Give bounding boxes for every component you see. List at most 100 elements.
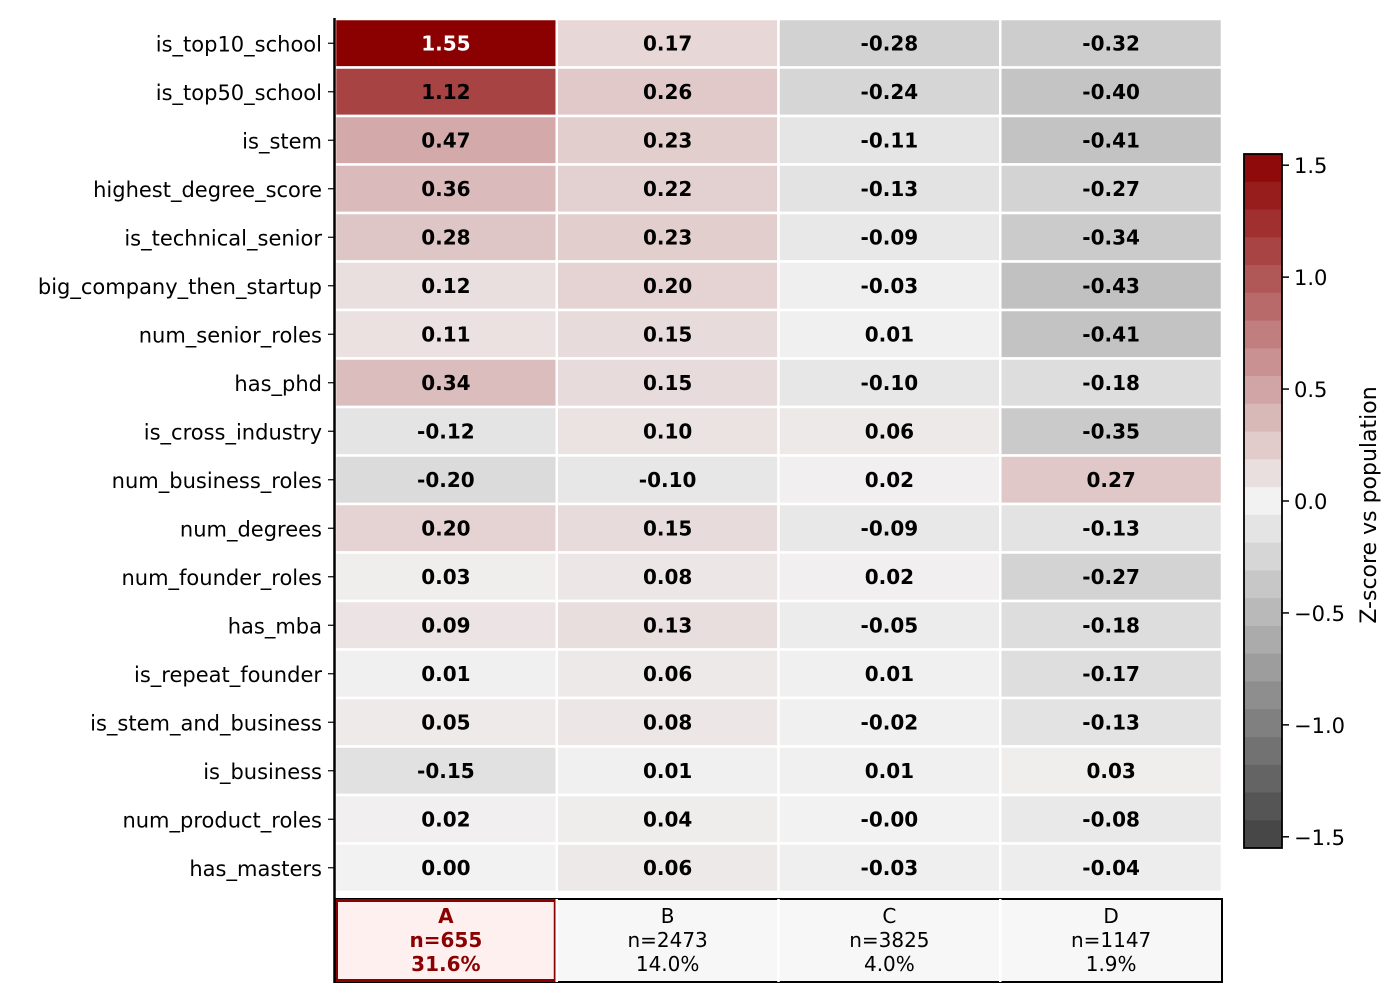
row-label: num_product_roles xyxy=(122,808,322,833)
row-label: has_mba xyxy=(228,614,322,639)
heatmap-cells: 1.55 0.17 -0.28 -0.32 1.12 0.26 -0.24 -0.40 0.47… xyxy=(333,17,1224,894)
row-label: is_top10_school xyxy=(156,32,322,57)
row-label: is_stem_and_business xyxy=(90,711,322,736)
cluster-share-label: 1.9% xyxy=(1086,952,1137,976)
row-label: num_founder_roles xyxy=(121,566,322,591)
cell-value-label: 0.00 xyxy=(421,856,470,880)
heatmap-cell xyxy=(999,745,1224,797)
heatmap-cell xyxy=(999,260,1224,312)
cell-value-label: 0.01 xyxy=(421,662,470,686)
heatmap-cell xyxy=(999,648,1224,700)
cell-value-label: -0.17 xyxy=(1082,662,1140,686)
row-label: num_senior_roles xyxy=(139,323,322,348)
cell-value-label: -0.34 xyxy=(1082,225,1140,249)
cell-value-label: -0.32 xyxy=(1082,31,1140,55)
cell-value-label: 0.01 xyxy=(865,662,914,686)
heatmap-cell xyxy=(999,842,1224,894)
cell-value-label: -0.03 xyxy=(861,274,919,298)
cell-value-label: -0.15 xyxy=(417,759,475,783)
colorbar-tick-label: −0.5 xyxy=(1294,602,1345,626)
cell-value-label: 0.06 xyxy=(865,419,914,443)
heatmap-cell xyxy=(999,17,1224,69)
cell-value-label: 0.20 xyxy=(643,274,692,298)
cell-value-label: 0.26 xyxy=(643,80,692,104)
colorbar-segment xyxy=(1244,514,1282,544)
heatmap-cell xyxy=(999,405,1224,457)
colorbar-segment xyxy=(1244,625,1282,655)
heatmap-cell xyxy=(999,114,1224,166)
cell-value-label: 0.17 xyxy=(643,31,692,55)
cell-value-label: 0.36 xyxy=(421,177,470,201)
cell-value-label: 0.20 xyxy=(421,516,470,540)
colorbar-tick-label: 1.5 xyxy=(1294,154,1327,178)
colorbar-segment xyxy=(1244,265,1282,294)
cell-value-label: 0.23 xyxy=(643,225,692,249)
heatmap-cell xyxy=(777,357,1002,409)
colorbar-tick-label: −1.0 xyxy=(1294,714,1345,738)
colorbar-segment xyxy=(1244,681,1282,710)
heatmap-cell xyxy=(555,793,780,845)
cluster-name-label: D xyxy=(1103,904,1118,928)
cluster-name-label: C xyxy=(882,904,896,928)
cell-value-label: 0.01 xyxy=(865,322,914,346)
colorbar-segment xyxy=(1244,736,1282,766)
cell-value-label: -0.11 xyxy=(861,128,919,152)
cluster-size-label: n=3825 xyxy=(849,928,929,952)
cell-value-label: 0.15 xyxy=(643,516,692,540)
heatmap-cell xyxy=(333,357,558,409)
colorbar-label: Z-score vs population xyxy=(1357,386,1382,623)
heatmap-cell xyxy=(555,260,780,312)
row-label: is_stem xyxy=(242,129,322,154)
heatmap-cell xyxy=(777,599,1002,651)
cell-value-label: 0.12 xyxy=(421,274,470,298)
cell-value-label: 0.23 xyxy=(643,128,692,152)
cell-value-label: 0.01 xyxy=(865,759,914,783)
heatmap-cell xyxy=(999,599,1224,651)
heatmap-cell xyxy=(333,599,558,651)
colorbar-segment xyxy=(1244,209,1282,238)
cluster-size-label: n=655 xyxy=(410,928,483,952)
row-label: big_company_then_startup xyxy=(38,275,322,300)
row-label: is_technical_senior xyxy=(124,226,322,251)
row-labels: is_top10_school is_top50_school is_stemhig… xyxy=(38,32,334,882)
cell-value-label: 0.08 xyxy=(643,565,692,589)
cluster-share-label: 14.0% xyxy=(636,952,700,976)
row-label: num_degrees xyxy=(180,517,322,542)
cell-value-label: -0.02 xyxy=(861,710,919,734)
row-label: num_business_roles xyxy=(112,469,322,494)
heatmap-cell xyxy=(555,17,780,69)
row-label: is_repeat_founder xyxy=(134,663,322,688)
cell-value-label: -0.04 xyxy=(1082,856,1140,880)
cell-value-label: -0.40 xyxy=(1082,80,1140,104)
colorbar-segment xyxy=(1244,792,1282,821)
colorbar-segment xyxy=(1244,320,1282,349)
heatmap-cell xyxy=(999,793,1224,845)
cluster-name-label: B xyxy=(661,904,675,928)
cell-value-label: 1.55 xyxy=(421,31,470,55)
cell-value-label: 0.22 xyxy=(643,177,692,201)
cell-value-label: 0.06 xyxy=(643,662,692,686)
cell-value-label: -0.13 xyxy=(861,177,919,201)
cell-value-label: -0.05 xyxy=(861,613,919,637)
cell-value-label: 1.12 xyxy=(421,80,470,104)
cluster-highlight-box xyxy=(335,899,557,982)
colorbar-segment xyxy=(1244,181,1282,211)
colorbar-segment xyxy=(1244,653,1282,682)
cell-value-label: -0.12 xyxy=(417,419,475,443)
colorbar-segment xyxy=(1244,403,1282,433)
cell-value-label: -0.28 xyxy=(861,31,919,55)
colorbar-tick-label: 0.0 xyxy=(1294,490,1327,514)
heatmap-cell xyxy=(333,551,558,603)
heatmap-cell xyxy=(999,66,1224,118)
cell-value-label: -0.13 xyxy=(1082,710,1140,734)
colorbar: −1.5 −1.0 −0.5 0.0 0.5 1.0 1.5 Z-score vs popul… xyxy=(1243,153,1382,850)
cell-value-label: -0.18 xyxy=(1082,613,1140,637)
colorbar-segment xyxy=(1244,570,1282,599)
colorbar-segment xyxy=(1244,487,1282,516)
colorbar-segment xyxy=(1244,542,1282,571)
cell-value-label: 0.47 xyxy=(421,128,470,152)
cell-value-label: -0.41 xyxy=(1082,128,1140,152)
row-label: has_masters xyxy=(189,857,322,882)
heatmap-cell xyxy=(555,648,780,700)
row-label: is_cross_industry xyxy=(144,420,322,445)
